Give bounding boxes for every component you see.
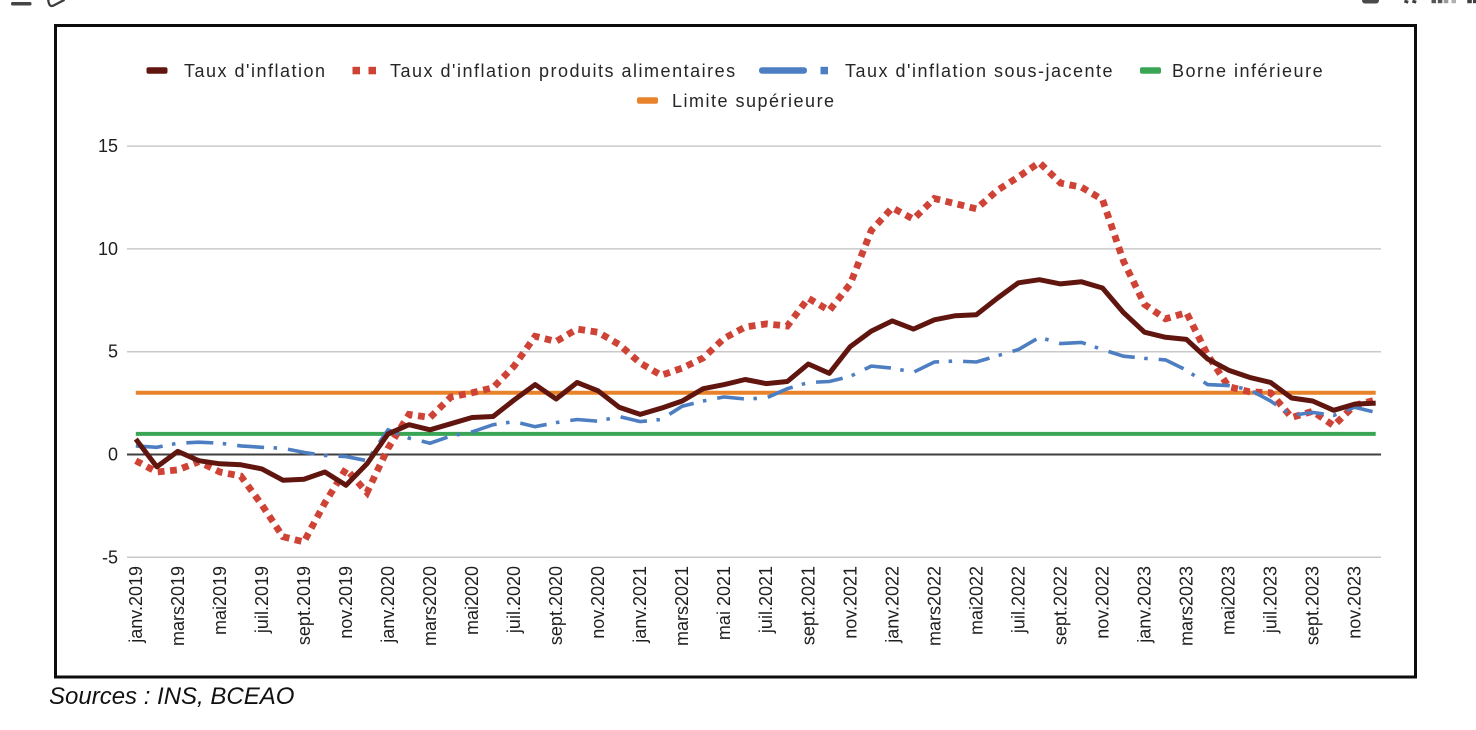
svg-text:Limite supérieure: Limite supérieure (672, 91, 836, 111)
svg-text:nov.2022: nov.2022 (1093, 566, 1113, 639)
svg-text:nov.2021: nov.2021 (840, 566, 860, 639)
svg-text:Taux d'inflation produits alim: Taux d'inflation produits alimentaires (390, 61, 737, 81)
svg-text:nov.2019: nov.2019 (336, 566, 356, 639)
svg-text:15: 15 (98, 136, 118, 156)
svg-text:Borne inférieure: Borne inférieure (1172, 61, 1324, 81)
svg-text:mai2022: mai2022 (966, 566, 986, 635)
svg-text:mars2023: mars2023 (1177, 566, 1197, 646)
svg-text:mai2020: mai2020 (462, 566, 482, 635)
svg-text:juil.2022: juil.2022 (1008, 566, 1028, 634)
svg-text:mai2023: mai2023 (1219, 566, 1239, 635)
svg-text:mars2022: mars2022 (924, 566, 944, 646)
svg-text:nov.2023: nov.2023 (1345, 566, 1365, 639)
svg-text:Taux d'inflation: Taux d'inflation (184, 61, 327, 81)
svg-text:janv.2021: janv.2021 (630, 566, 650, 644)
svg-text:juil.2021: juil.2021 (756, 566, 776, 634)
svg-text:sept.2022: sept.2022 (1051, 566, 1071, 645)
svg-text:0: 0 (108, 445, 118, 465)
svg-text:sept.2019: sept.2019 (294, 566, 314, 645)
svg-text:mai 2021: mai 2021 (714, 566, 734, 640)
svg-text:juil.2023: juil.2023 (1261, 566, 1281, 634)
svg-text:mars2019: mars2019 (168, 566, 188, 646)
svg-text:Taux d'inflation sous-jacente: Taux d'inflation sous-jacente (845, 61, 1114, 81)
svg-text:juil.2019: juil.2019 (252, 566, 272, 634)
svg-text:janv.2019: janv.2019 (126, 566, 146, 644)
svg-text:janv.2022: janv.2022 (882, 566, 902, 644)
svg-text:sept.2023: sept.2023 (1303, 566, 1323, 645)
svg-text:juil.2020: juil.2020 (504, 566, 524, 634)
svg-text:sept.2020: sept.2020 (546, 566, 566, 645)
svg-text:5: 5 (108, 342, 118, 362)
svg-text:mars2020: mars2020 (420, 566, 440, 646)
svg-text:-5: -5 (102, 547, 118, 567)
svg-text:10: 10 (98, 239, 118, 259)
svg-text:mars2021: mars2021 (672, 566, 692, 646)
svg-text:nov.2020: nov.2020 (588, 566, 608, 639)
svg-text:janv.2023: janv.2023 (1135, 566, 1155, 644)
svg-text:Sources : INS, BCEAO: Sources : INS, BCEAO (49, 683, 294, 710)
svg-text:mai2019: mai2019 (210, 566, 230, 635)
svg-text:sept.2021: sept.2021 (798, 566, 818, 645)
svg-text:janv.2020: janv.2020 (378, 566, 398, 644)
